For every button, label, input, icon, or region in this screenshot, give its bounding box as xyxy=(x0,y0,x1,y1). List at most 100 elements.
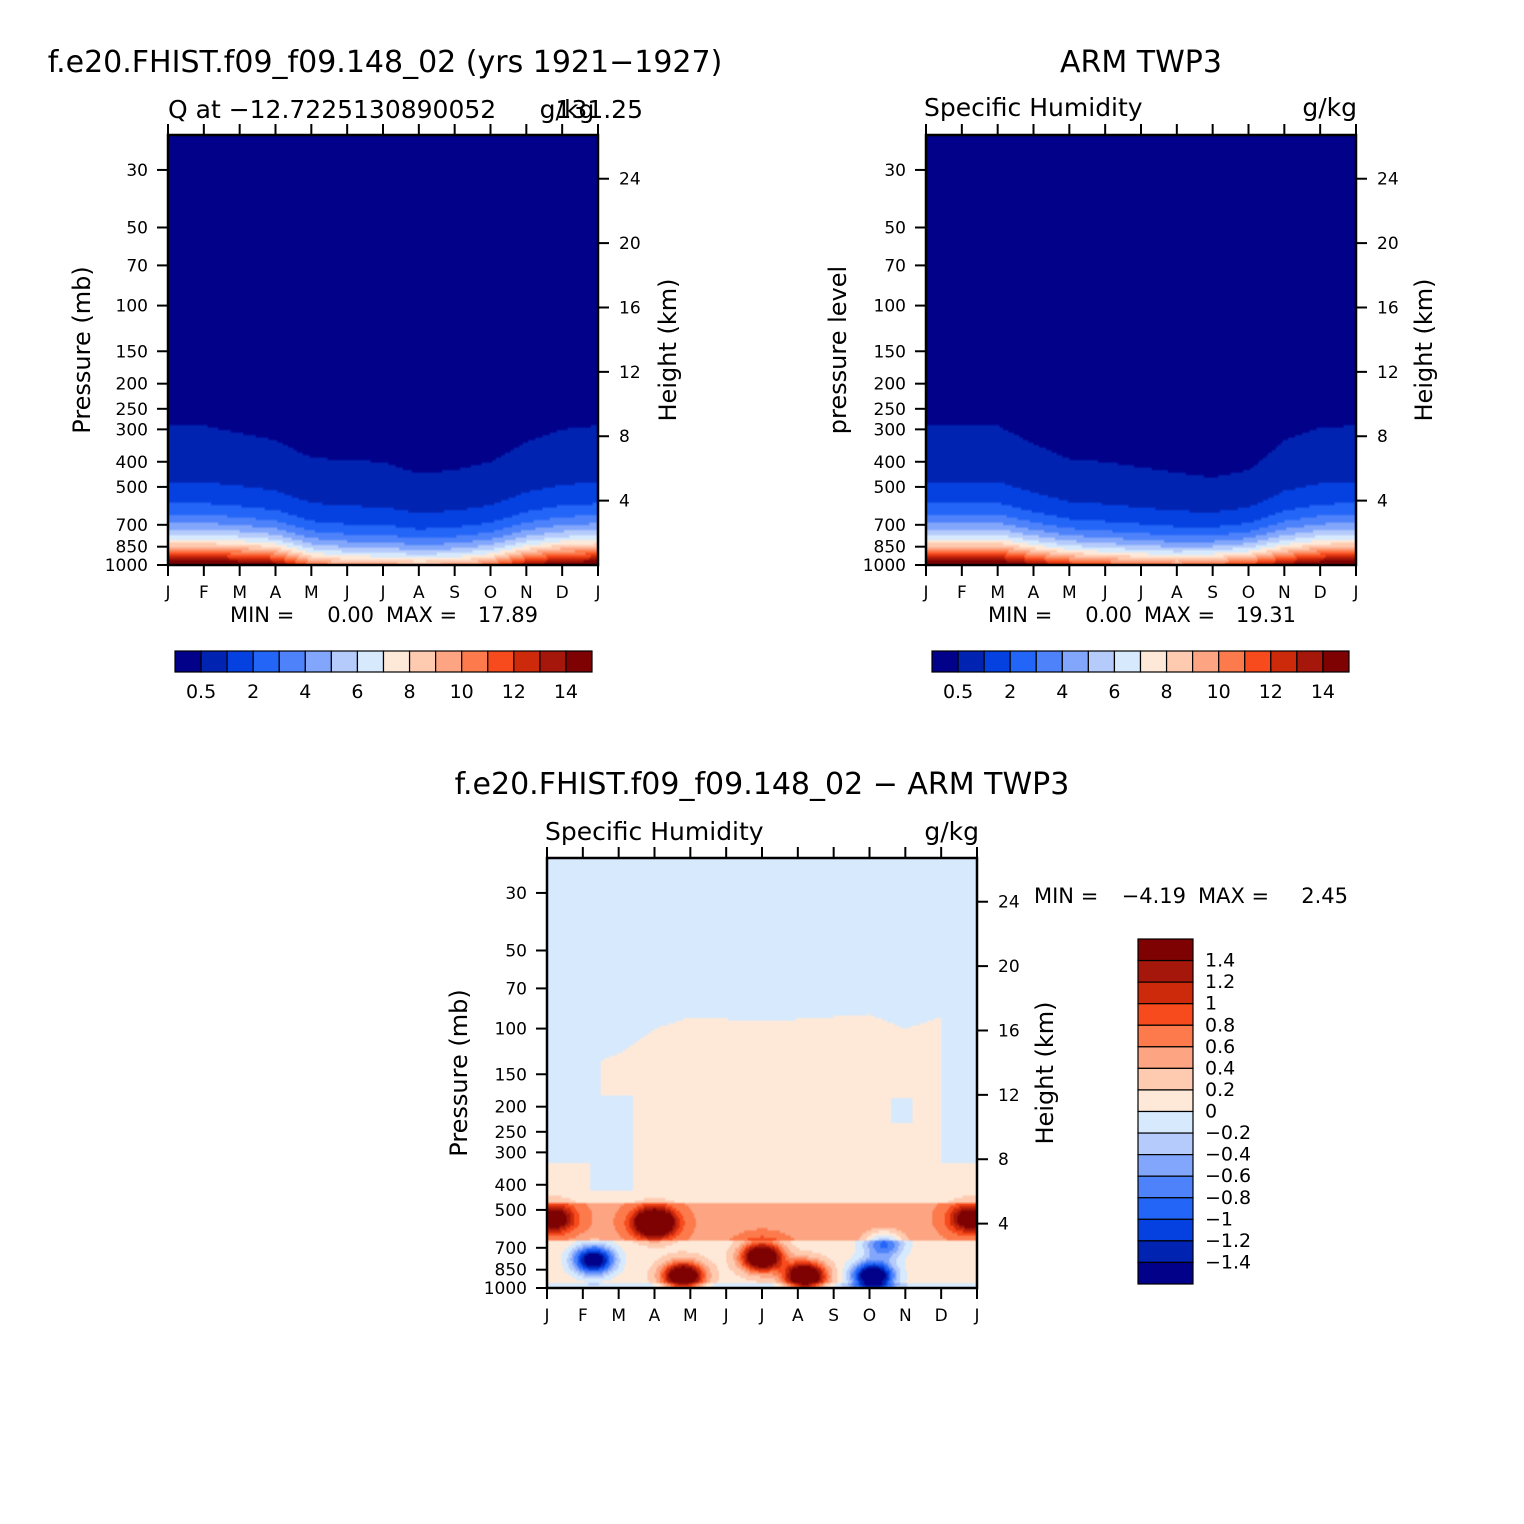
panel-model: f.e20.FHIST.f09_f09.148_02 (yrs 1921−192… xyxy=(48,45,723,703)
y-tick-label: 1000 xyxy=(105,556,148,576)
left-string: Q at −12.7225130890052 xyxy=(168,95,496,124)
colorbar-label: 12 xyxy=(502,681,526,703)
y-tick-label: 400 xyxy=(874,453,906,473)
colorbar-label: −1 xyxy=(1205,1208,1233,1230)
colorbar-label: −0.2 xyxy=(1205,1122,1251,1144)
colorbar-box xyxy=(435,650,463,673)
y-tick-label: 500 xyxy=(495,1201,527,1221)
panel-title: ARM TWP3 xyxy=(1060,45,1222,80)
x-tick-label: S xyxy=(1207,583,1218,603)
height-tick-label: 12 xyxy=(619,363,641,383)
x-tick-label: J xyxy=(164,583,170,603)
x-tick-label: D xyxy=(1314,583,1327,603)
colorbar-label: −1.4 xyxy=(1205,1251,1251,1273)
colorbar-box xyxy=(1061,650,1089,673)
height-tick-label: 24 xyxy=(619,170,641,190)
colorbar-label: 0 xyxy=(1205,1101,1217,1123)
height-tick-label: 4 xyxy=(619,492,630,512)
y-tick-label: 50 xyxy=(505,941,527,961)
y-tick-label: 50 xyxy=(884,218,906,238)
colorbar-label: −0.4 xyxy=(1205,1144,1251,1166)
x-tick-label: F xyxy=(578,1306,588,1326)
colorbar-box xyxy=(304,650,332,673)
x-tick-label: N xyxy=(899,1306,912,1326)
colorbar-box xyxy=(1087,650,1116,673)
y-tick-label: 50 xyxy=(126,218,148,238)
y-tick-label: 200 xyxy=(116,375,148,395)
colorbar-box xyxy=(1137,1024,1194,1048)
colorbar-label: −1.2 xyxy=(1205,1230,1251,1252)
stat-max-label: MAX = xyxy=(1198,884,1269,908)
colorbar-box xyxy=(1137,1003,1194,1026)
colorbar-box xyxy=(1270,650,1298,673)
stat-min-value: −4.19 xyxy=(1122,884,1186,908)
panel-difference: f.e20.FHIST.f09_f09.148_02 − ARM TWP3 Sp… xyxy=(445,767,1348,1326)
colorbar-label: 0.8 xyxy=(1205,1014,1235,1036)
x-tick-label: O xyxy=(1242,583,1255,603)
colorbar-label: 0.5 xyxy=(186,681,216,703)
colorbar-box xyxy=(1009,650,1037,673)
colorbar-label: 8 xyxy=(1161,681,1173,703)
y-tick-label: 30 xyxy=(126,161,148,181)
x-tick-label: J xyxy=(723,1306,729,1326)
colorbar-label: 0.5 xyxy=(943,681,973,703)
x-tick-label: M xyxy=(683,1306,698,1326)
colorbar-box xyxy=(330,650,359,673)
colorbar-box xyxy=(200,650,228,673)
colorbar-label: 1.2 xyxy=(1205,971,1235,993)
panel-title: f.e20.FHIST.f09_f09.148_02 (yrs 1921−192… xyxy=(48,45,723,80)
left-string: Specific Humidity xyxy=(924,93,1143,122)
x-tick-label: J xyxy=(758,1306,764,1326)
y-axis-label-right: Height (km) xyxy=(1410,279,1438,422)
y-axis-label: pressure level xyxy=(824,266,852,434)
y-tick-label: 850 xyxy=(495,1261,527,1281)
colorbar-label: −0.6 xyxy=(1205,1165,1251,1187)
height-tick-label: 16 xyxy=(998,1021,1020,1041)
height-tick-label: 8 xyxy=(619,427,630,447)
x-tick-label: J xyxy=(973,1306,979,1326)
colorbar-label: 12 xyxy=(1259,681,1283,703)
colorbar-box xyxy=(1218,650,1246,673)
y-axis-label-right: Height (km) xyxy=(654,279,682,422)
colorbar-box xyxy=(1035,650,1063,673)
colorbar-box xyxy=(1192,650,1220,673)
colorbar-box xyxy=(1165,650,1194,673)
right-string: g/kg xyxy=(924,817,979,846)
y-tick-label: 150 xyxy=(874,342,906,362)
y-tick-label: 300 xyxy=(116,420,148,440)
y-tick-label: 700 xyxy=(116,516,148,536)
x-tick-label: A xyxy=(270,583,282,603)
x-tick-label: S xyxy=(828,1306,839,1326)
height-tick-label: 4 xyxy=(1377,492,1388,512)
colorbar-box xyxy=(1137,1089,1194,1113)
colorbar-box xyxy=(461,650,489,673)
stat-min-label: MIN = xyxy=(230,603,294,627)
colorbar: 0.5 2 4 6 8 10 12 14 xyxy=(174,650,593,703)
colorbar-box xyxy=(1139,650,1168,673)
colorbar-label: 6 xyxy=(351,681,363,703)
x-tick-label: O xyxy=(863,1306,876,1326)
colorbar-box xyxy=(1137,1218,1194,1242)
x-tick-label: A xyxy=(413,583,425,603)
y-tick-label: 150 xyxy=(116,342,148,362)
colorbar: 1.41.210.80.60.40.20−0.2−0.4−0.6−0.8−1−1… xyxy=(1137,938,1251,1285)
colorbar-box xyxy=(1137,1154,1194,1177)
height-tick-label: 12 xyxy=(998,1086,1020,1106)
x-tick-label: J xyxy=(1352,583,1358,603)
colorbar-label: 4 xyxy=(1056,681,1068,703)
colorbar-box xyxy=(1137,1261,1194,1285)
x-tick-label: J xyxy=(379,583,385,603)
colorbar-label: −0.8 xyxy=(1205,1187,1251,1209)
x-tick-label: F xyxy=(199,583,209,603)
colorbar-box xyxy=(1322,650,1350,673)
y-tick-label: 30 xyxy=(884,161,906,181)
y-tick-label: 200 xyxy=(495,1098,527,1118)
height-tick-label: 20 xyxy=(998,957,1020,977)
y-tick-label: 850 xyxy=(874,538,906,558)
y-tick-label: 300 xyxy=(874,420,906,440)
x-tick-label: J xyxy=(594,583,600,603)
x-tick-label: S xyxy=(449,583,460,603)
y-axis-label-right: Height (km) xyxy=(1031,1002,1059,1145)
